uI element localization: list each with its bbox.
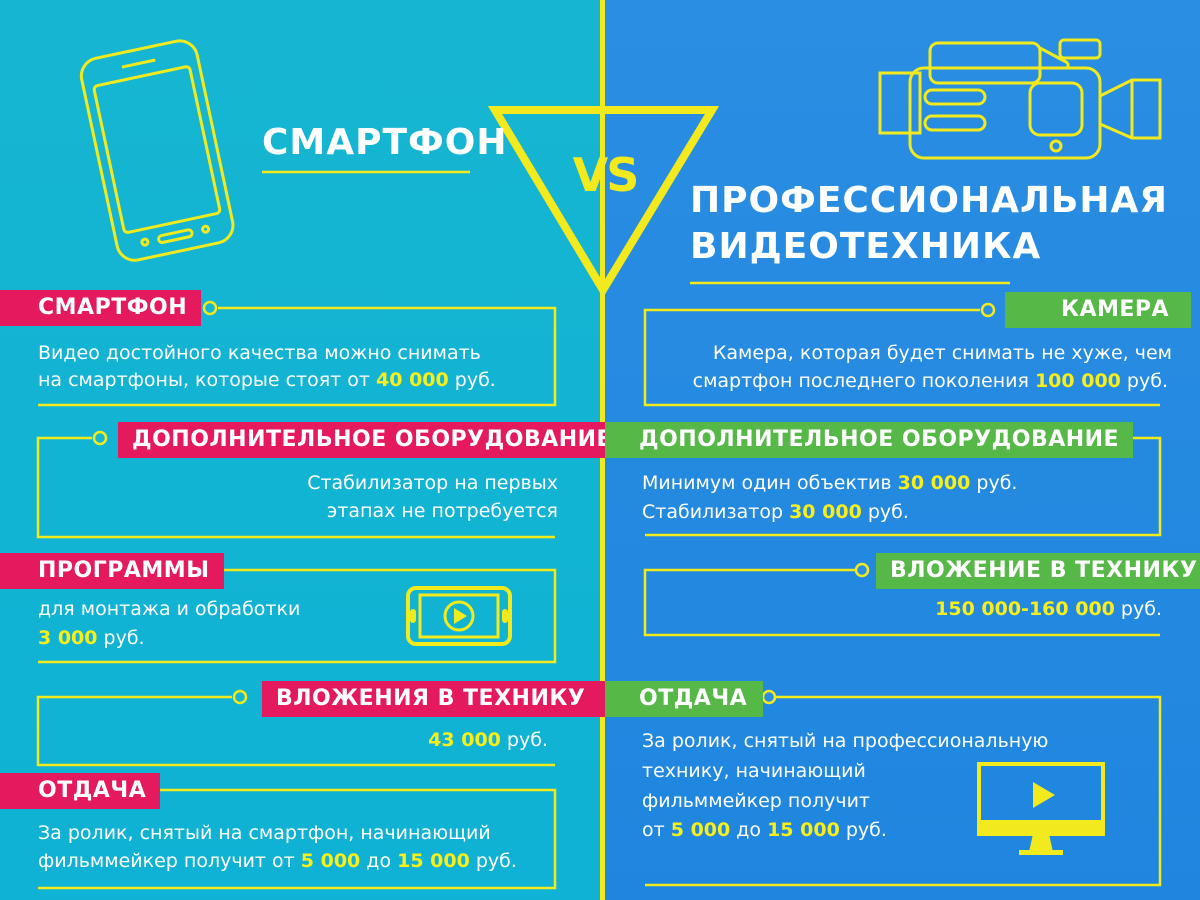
right-text-return-1: За ролик, снятый на профессиональную [642, 730, 1049, 752]
text-segment: руб. [1114, 598, 1162, 620]
text-segment: от [642, 819, 671, 841]
text-segment: до [360, 850, 398, 872]
price-value: 30 000 [789, 501, 862, 523]
left-text-equipment-2: этапах не потребуется [326, 500, 558, 522]
left-text-smartphone-2: на смартфоны, которые стоят от 40 000 ру… [38, 365, 496, 395]
left-badge-equipment: ДОПОЛНИТЕЛЬНОЕ ОБОРУДОВАНИЕ [118, 422, 627, 458]
right-badge-equipment: ДОПОЛНИТЕЛЬНОЕ ОБОРУДОВАНИЕ [605, 422, 1134, 458]
text-segment: руб. [500, 729, 548, 751]
vs-label: VS [572, 148, 640, 202]
right-text-camera-2: смартфон последнего поколения 100 000 ру… [693, 366, 1168, 396]
left-badge-return: ОТДАЧА [0, 773, 161, 809]
price-value: 40 000 [376, 369, 449, 391]
right-badge-camera: КАМЕРА [1005, 292, 1192, 328]
right-text-return-3: фильммейкер получит [642, 790, 870, 812]
text-segment: руб. [469, 850, 517, 872]
price-value: 3 000 [38, 627, 98, 649]
text-segment: руб. [97, 627, 145, 649]
monitor-play-icon [977, 762, 1105, 855]
text-segment: руб. [970, 472, 1018, 494]
price-value: 15 000 [397, 850, 470, 872]
text-segment: фильммейкер получит от [38, 850, 301, 872]
price-value: 100 000 [1034, 370, 1121, 392]
text-segment: руб. [1120, 370, 1168, 392]
text-segment: Стабилизатор [642, 501, 790, 523]
left-text-programs-1: для монтажа и обработки [38, 598, 301, 620]
left-badge-smartphone: СМАРТФОН [0, 290, 202, 326]
left-text-equipment-1: Стабилизатор на первых [307, 472, 558, 494]
price-value: 43 000 [428, 729, 501, 751]
left-badge-investment: ВЛОЖЕНИЯ В ТЕХНИКУ [262, 681, 628, 717]
left-title: СМАРТФОН [262, 122, 508, 163]
price-value: 30 000 [897, 472, 971, 494]
price-value: 5 000 [300, 850, 361, 872]
right-text-camera-1: Камера, которая будет снимать не хуже, ч… [712, 342, 1172, 364]
text-segment: Минимум один объектив [642, 472, 898, 494]
text-segment: руб. [861, 501, 909, 523]
right-title-line2: ВИДЕОТЕХНИКА [690, 226, 1042, 267]
right-title-line1: ПРОФЕССИОНАЛЬНАЯ [690, 180, 1169, 221]
right-text-investment: 150 000-160 000 руб. [935, 594, 1162, 624]
video-camera-icon [878, 38, 1162, 160]
price-value: 15 000 [767, 819, 840, 841]
price-value: 5 000 [670, 819, 731, 841]
text-segment: смартфон последнего поколения [692, 370, 1035, 392]
left-text-return-1: За ролик, снятый на смартфон, начинающий [38, 822, 491, 844]
right-badge-investment: ВЛОЖЕНИЕ В ТЕХНИКУ [876, 553, 1200, 589]
right-text-return-4: от 5 000 до 15 000 руб. [642, 815, 887, 845]
smartphone-icon [79, 39, 235, 262]
right-text-return-2: технику, начинающий [642, 760, 866, 782]
right-text-equipment-1: Минимум один объектив 30 000 руб. [642, 468, 1017, 498]
right-badge-return: ОТДАЧА [605, 681, 764, 717]
left-text-smartphone-1: Видео достойного качества можно снимать [38, 342, 481, 364]
left-text-return-2: фильммейкер получит от 5 000 до 15 000 р… [38, 846, 517, 876]
left-text-investment: 43 000 руб. [428, 725, 548, 755]
text-segment: руб. [839, 819, 887, 841]
left-badge-programs: ПРОГРАММЫ [0, 553, 224, 589]
phone-play-icon [406, 586, 512, 646]
left-text-programs-2: 3 000 руб. [38, 623, 145, 653]
text-segment: на смартфоны, которые стоят от [38, 369, 377, 391]
price-value: 150 000-160 000 [935, 598, 1115, 620]
text-segment: до [730, 819, 768, 841]
text-segment: руб. [448, 369, 496, 391]
right-text-equipment-2: Стабилизатор 30 000 руб. [642, 497, 909, 527]
